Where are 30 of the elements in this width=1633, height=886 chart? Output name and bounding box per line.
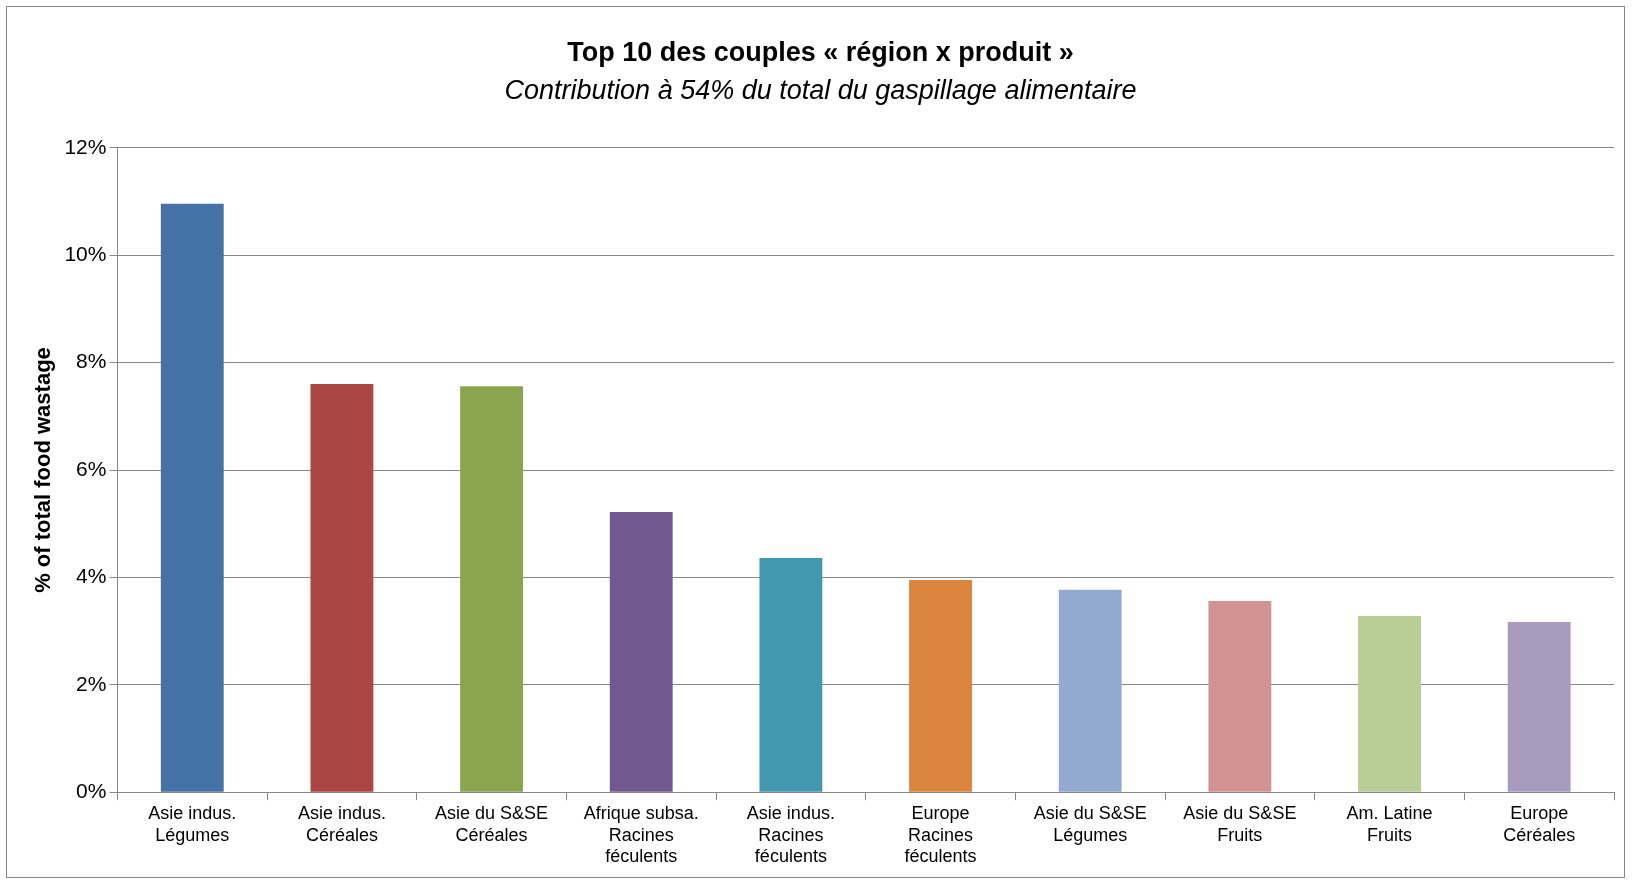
bar xyxy=(160,203,224,792)
y-tick-label: 12% xyxy=(64,134,107,158)
bar xyxy=(460,386,523,792)
x-tick-label: Am. Latine Fruits xyxy=(1346,802,1433,845)
x-tick-label: Asie indus. Légumes xyxy=(148,802,237,845)
y-tick-label: 8% xyxy=(76,349,107,373)
bar xyxy=(609,511,673,792)
y-tick-label: 0% xyxy=(76,779,107,802)
x-tick-label: Afrique subsa. Racines féculents xyxy=(583,802,699,867)
y-tick-label: 4% xyxy=(76,564,107,588)
x-tick-label: Asie indus. Racines féculents xyxy=(746,802,835,867)
y-tick-label: 6% xyxy=(76,456,107,480)
x-tick-label: Europe Céréales xyxy=(1503,802,1576,845)
bar xyxy=(1058,589,1122,792)
bar xyxy=(310,384,374,792)
x-tick-label: Asie du S&SE Céréales xyxy=(435,802,549,845)
y-tick-label: 2% xyxy=(76,671,107,695)
bar xyxy=(909,580,972,792)
x-tick-label: Asie du S&SE Fruits xyxy=(1183,802,1297,845)
x-tick-label: Asie indus. Céréales xyxy=(297,802,386,845)
bar xyxy=(759,558,823,792)
x-tick-label: Europe Racines féculents xyxy=(904,802,977,867)
chart-subtitle: Contribution à 54% du total du gaspillage alimentaire xyxy=(504,75,1137,106)
y-axis-title: % of total food wastage xyxy=(30,347,56,593)
x-tick-label: Asie du S&SE Légumes xyxy=(1033,802,1147,845)
bar xyxy=(1208,601,1272,792)
chart-title: Top 10 des couples « région x produit » xyxy=(567,36,1074,67)
bar xyxy=(1358,616,1421,792)
y-tick-label: 10% xyxy=(64,242,107,265)
bar xyxy=(1507,621,1571,792)
